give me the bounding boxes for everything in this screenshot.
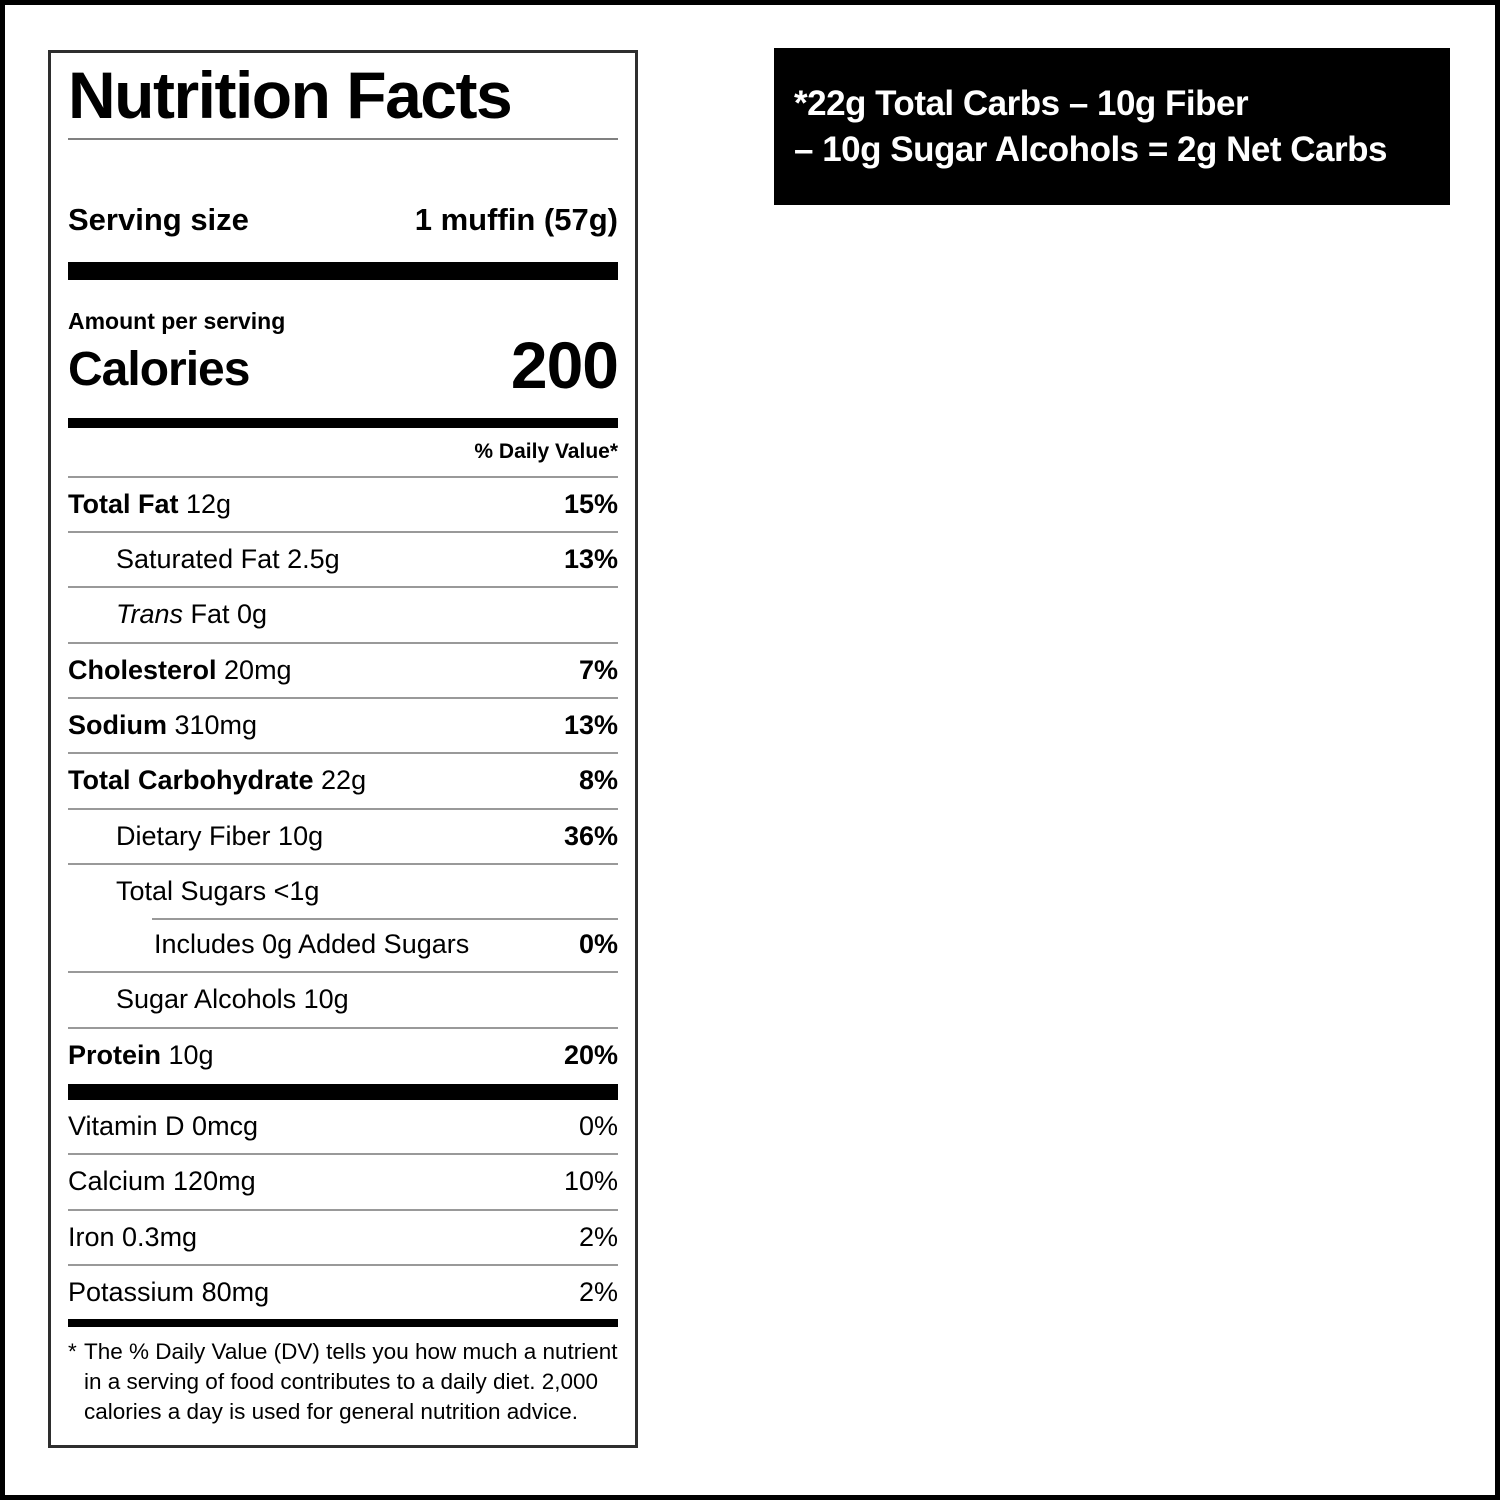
- daily-value-percent: 13%: [563, 709, 618, 740]
- nutrient-name: Sugar Alcohols: [116, 984, 297, 1015]
- nutrient-row: Includes 0g Added Sugars 0%: [68, 918, 618, 971]
- daily-value-percent: 0%: [578, 929, 618, 960]
- nutrient-name: Saturated Fat: [116, 543, 280, 574]
- daily-value-header: % Daily Value*: [474, 439, 618, 463]
- nutrient-name: Calcium: [68, 1166, 166, 1197]
- serving-size-value: 1 muffin (57g): [414, 201, 618, 237]
- nutrient-name: Sodium: [68, 709, 167, 740]
- thick-divider-bar: [68, 261, 618, 280]
- net-carbs-line-2: – 10g Sugar Alcohols = 2g Net Carbs: [794, 129, 1387, 169]
- nutrition-facts-label: Nutrition Facts Serving size 1 muffin (5…: [48, 50, 638, 1448]
- nutrient-row: Sodium 310mg 13%: [68, 696, 618, 752]
- nutrient-row: Iron 0.3mg 2%: [68, 1208, 618, 1264]
- calories-label: Calories: [68, 343, 250, 397]
- nutrient-row: Total Carbohydrate 22g 8%: [68, 752, 618, 807]
- nutrient-name: Iron: [68, 1221, 115, 1252]
- footnote-asterisk: *: [68, 1339, 77, 1365]
- nutrient-name: Total Carbohydrate: [68, 765, 314, 796]
- nutrient-row: Saturated Fat 2.5g 13%: [68, 530, 618, 586]
- nutrient-row: Calcium 120mg 10%: [68, 1153, 618, 1208]
- nutrient-name: Protein: [68, 1039, 162, 1070]
- nutrient-name: Trans: [116, 599, 184, 630]
- daily-value-percent: 10%: [563, 1166, 618, 1197]
- daily-value-percent: 2%: [578, 1277, 618, 1308]
- net-carbs-line-1: *22g Total Carbs – 10g Fiber: [794, 83, 1249, 123]
- thick-divider-bar: [68, 1084, 618, 1101]
- daily-value-percent: 2%: [578, 1221, 618, 1252]
- nutrient-name: Cholesterol: [68, 654, 217, 685]
- nutrient-name: Total Fat: [68, 488, 179, 519]
- nutrient-name: Dietary Fiber: [116, 820, 271, 851]
- nutrient-name: Vitamin D: [68, 1111, 185, 1142]
- daily-value-percent: 8%: [578, 765, 618, 796]
- nutrient-name: Includes 0g Added Sugars: [154, 929, 470, 960]
- nutrient-row: Total Sugars <1g: [68, 862, 618, 918]
- nutrient-row: Sugar Alcohols 10g: [68, 971, 618, 1026]
- amount-per-serving-label: Amount per serving: [68, 307, 286, 334]
- daily-value-percent: 13%: [563, 543, 618, 574]
- serving-size-label: Serving size: [68, 201, 249, 237]
- daily-value-percent: 20%: [563, 1039, 618, 1070]
- daily-value-percent: 36%: [563, 820, 618, 851]
- nutrient-name: Total Sugars: [116, 875, 267, 906]
- nutrient-row: Total Fat 12g 15%: [68, 475, 618, 531]
- nutrient-row: Vitamin D 0mcg 0%: [68, 1111, 618, 1142]
- footnote-text: The % Daily Value (DV) tells you how muc…: [84, 1339, 618, 1425]
- medium-divider-bar: [68, 417, 618, 428]
- nutrient-row: Protein 10g 20%: [68, 1026, 618, 1082]
- daily-value-percent: 0%: [578, 1111, 618, 1142]
- vitamin-rows: Vitamin D 0mcg 0% Calcium 120mg 10% Iron 0.3…: [68, 1100, 618, 1319]
- nutrient-row: Dietary Fiber 10g 36%: [68, 807, 618, 863]
- daily-value-percent: 15%: [563, 488, 618, 519]
- calories-row: Calories 200: [68, 327, 619, 402]
- footnote: * The % Daily Value (DV) tells you how m…: [68, 1327, 618, 1427]
- nutrient-rows: Total Fat 12g 15% Saturated Fat 2.5g 13% Tra…: [68, 475, 618, 1082]
- title-divider: [68, 137, 618, 140]
- nutrient-row: Potassium 80mg 2%: [68, 1264, 618, 1319]
- calories-value: 200: [510, 327, 619, 402]
- serving-size-row: Serving size 1 muffin (57g): [68, 202, 618, 238]
- daily-value-percent: 7%: [578, 654, 618, 685]
- net-carbs-badge: *22g Total Carbs – 10g Fiber – 10g Sugar…: [774, 48, 1450, 205]
- thin-divider-bar: [68, 1319, 618, 1328]
- nutrient-row: Cholesterol 20mg 7%: [68, 641, 618, 697]
- nutrient-name: Potassium: [68, 1277, 195, 1308]
- label-title: Nutrition Facts: [68, 58, 513, 132]
- nutrient-row: Trans Fat 0g: [68, 586, 618, 641]
